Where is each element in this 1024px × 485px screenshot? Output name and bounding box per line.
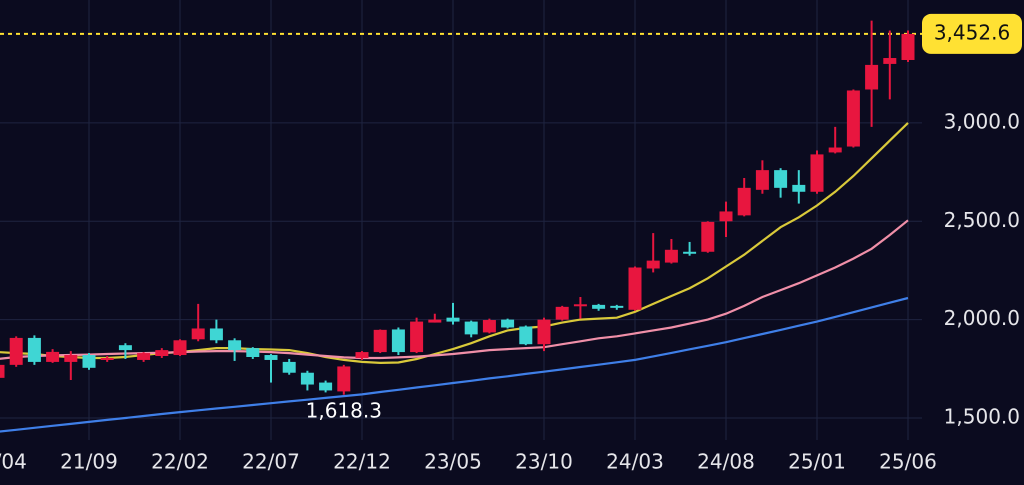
- candle-body: [464, 321, 478, 335]
- moving-average-line: [0, 219, 909, 360]
- candle-body: [355, 352, 369, 358]
- candle-body: [846, 90, 860, 147]
- candle-body: [410, 321, 424, 353]
- candle-body: [137, 353, 151, 360]
- x-tick-label: 22/07: [242, 450, 300, 474]
- y-tick-label: 3,000.0: [944, 109, 1020, 133]
- candle-body: [337, 366, 351, 392]
- candle-body: [300, 372, 314, 385]
- x-tick-label: 24/08: [697, 450, 755, 474]
- candle-body: [792, 184, 806, 192]
- candle-body: [191, 328, 205, 340]
- candle-body: [719, 211, 733, 222]
- candle-body: [592, 304, 606, 309]
- x-tick-label: 23/10: [515, 450, 573, 474]
- x-tick-label: 21/04: [0, 450, 27, 474]
- candle-body: [646, 260, 660, 269]
- candle-body: [319, 382, 333, 391]
- x-tick-label: 24/03: [606, 450, 664, 474]
- candle-body: [46, 351, 60, 362]
- moving-average-line: [0, 296, 909, 433]
- candle-body: [501, 319, 515, 328]
- candle-body: [555, 306, 569, 320]
- candle-body: [683, 251, 697, 254]
- x-tick-label: 22/12: [333, 450, 391, 474]
- candle-body: [64, 355, 78, 362]
- candle-body: [610, 305, 624, 308]
- candle-body: [901, 33, 915, 60]
- y-tick-label: 1,500.0: [944, 404, 1020, 428]
- candle-body: [482, 320, 496, 333]
- y-tick-label: 2,500.0: [944, 208, 1020, 232]
- candle-body: [701, 221, 715, 252]
- x-tick-label: 25/06: [879, 450, 937, 474]
- candle-body: [537, 319, 551, 345]
- candle-body: [118, 345, 132, 351]
- candle-body: [755, 170, 769, 190]
- candle-body: [27, 337, 41, 362]
- candle-body: [628, 267, 642, 310]
- candle-body: [209, 328, 223, 341]
- candle-body: [664, 249, 678, 263]
- x-tick-label: 21/09: [60, 450, 118, 474]
- x-tick-label: 22/02: [151, 450, 209, 474]
- x-tick-label: 25/01: [788, 450, 846, 474]
- candle-body: [246, 348, 260, 357]
- candle-body: [446, 317, 460, 322]
- last-price-tag: [922, 13, 1022, 54]
- candle-body: [573, 304, 587, 307]
- candle-body: [228, 340, 242, 351]
- candle-body: [519, 326, 533, 345]
- candle-body: [737, 187, 751, 216]
- candle-body: [865, 64, 879, 90]
- x-tick-label: 23/05: [424, 450, 482, 474]
- candle-body: [282, 361, 296, 373]
- candle-body: [82, 355, 96, 368]
- candle-body: [155, 350, 169, 357]
- candle-body: [0, 364, 5, 378]
- last-price-label: 3,452.6: [934, 20, 1010, 44]
- y-tick-label: 2,000.0: [944, 306, 1020, 330]
- candle-body: [9, 337, 23, 365]
- candle-body: [428, 319, 442, 323]
- candle-body: [828, 147, 842, 153]
- candle-body: [373, 329, 387, 353]
- low-annotation: 1,618.3: [306, 399, 382, 423]
- candle-body: [883, 58, 897, 64]
- candle-body: [810, 154, 824, 192]
- candle-body: [100, 357, 114, 360]
- candle-body: [173, 340, 187, 356]
- candle-body: [774, 170, 788, 188]
- candle-body: [391, 329, 405, 353]
- candle-body: [264, 355, 278, 360]
